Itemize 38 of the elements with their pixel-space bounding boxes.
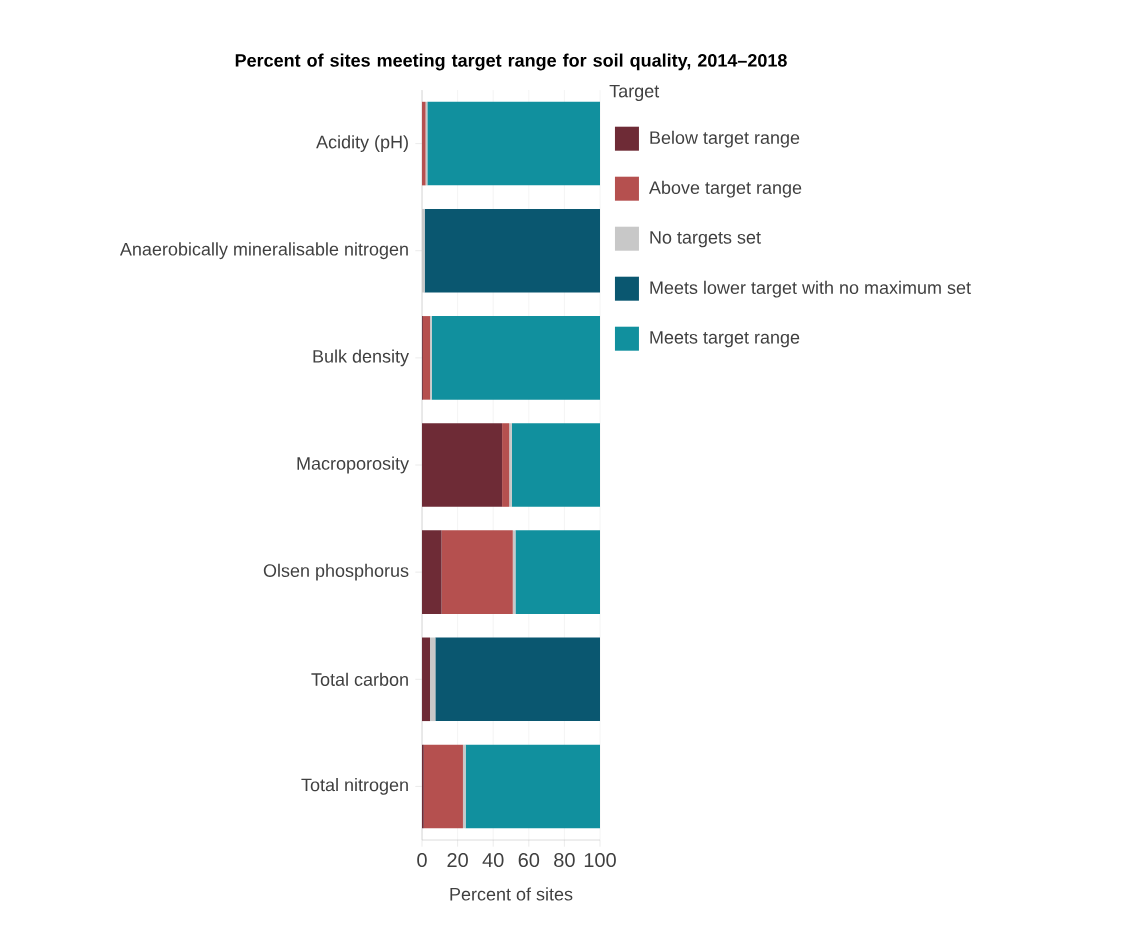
- bar: [465, 744, 600, 829]
- x-tick-label: 100: [584, 852, 616, 868]
- bar: [424, 208, 600, 293]
- bar: [422, 423, 503, 507]
- bar: [502, 423, 510, 507]
- chart-title: Percent of sites meeting target range for soil quality, 2014–2018: [235, 53, 787, 71]
- bar: [427, 101, 600, 186]
- bar: [423, 744, 463, 829]
- bar: [431, 316, 600, 400]
- y-tick-label: Olsen phosphorus: [263, 563, 409, 581]
- bar: [441, 530, 513, 614]
- x-tick-label: 0: [417, 852, 427, 868]
- bar: [511, 423, 600, 507]
- y-tick-label: Total carbon: [311, 672, 408, 686]
- bar: [422, 637, 431, 722]
- bar: [430, 637, 436, 722]
- y-tick-label: Total nitrogen: [301, 778, 408, 795]
- x-axis-title: Percent of sites: [450, 887, 573, 901]
- x-tick-label: 80: [554, 852, 575, 868]
- y-tick-label: Anaerobically mineralisable nitrogen: [119, 242, 408, 260]
- legend-label: Below target range: [650, 130, 800, 148]
- x-tick-label: 60: [518, 852, 540, 868]
- bar: [509, 423, 512, 507]
- legend-label: Above target range: [648, 180, 802, 198]
- legend-title: Target: [609, 84, 660, 102]
- legend-label: Meets lower target with no maximum set: [650, 280, 971, 298]
- bar: [462, 744, 466, 829]
- y-tick-label: Bulk density: [313, 349, 410, 367]
- legend-label: Meets target range: [650, 331, 800, 348]
- x-tick-label: 40: [482, 852, 504, 868]
- x-tick-label: 20: [447, 852, 468, 868]
- bar: [435, 637, 600, 722]
- y-tick-label: Macroporosity: [297, 456, 410, 474]
- legend-label: No targets set: [650, 231, 761, 248]
- bar: [422, 530, 442, 614]
- bar: [422, 316, 431, 400]
- bar: [515, 530, 600, 614]
- y-tick-label: Acidity (pH): [316, 135, 408, 152]
